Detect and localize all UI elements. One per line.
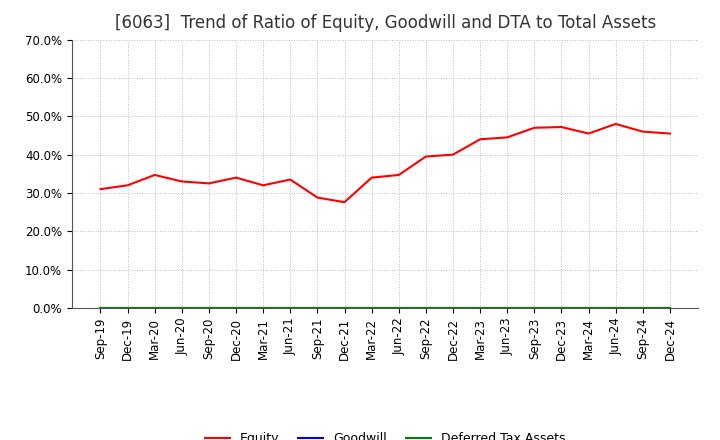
Equity [665, 131, 674, 136]
Goodwill [476, 305, 485, 311]
Equity [178, 179, 186, 184]
Deferred Tax Assets [341, 305, 349, 311]
Deferred Tax Assets [639, 305, 647, 311]
Equity [150, 172, 159, 178]
Goodwill [286, 305, 294, 311]
Equity [313, 195, 322, 200]
Equity [611, 121, 620, 127]
Goodwill [503, 305, 511, 311]
Equity [96, 187, 105, 192]
Goodwill [665, 305, 674, 311]
Deferred Tax Assets [232, 305, 240, 311]
Equity [449, 152, 457, 157]
Deferred Tax Assets [395, 305, 403, 311]
Goodwill [96, 305, 105, 311]
Goodwill [421, 305, 430, 311]
Equity [584, 131, 593, 136]
Equity [367, 175, 376, 180]
Goodwill [204, 305, 213, 311]
Goodwill [611, 305, 620, 311]
Equity [530, 125, 539, 130]
Equity [476, 137, 485, 142]
Deferred Tax Assets [557, 305, 566, 311]
Goodwill [395, 305, 403, 311]
Deferred Tax Assets [313, 305, 322, 311]
Goodwill [123, 305, 132, 311]
Deferred Tax Assets [476, 305, 485, 311]
Deferred Tax Assets [178, 305, 186, 311]
Title: [6063]  Trend of Ratio of Equity, Goodwill and DTA to Total Assets: [6063] Trend of Ratio of Equity, Goodwil… [114, 15, 656, 33]
Equity [395, 172, 403, 178]
Deferred Tax Assets [530, 305, 539, 311]
Goodwill [639, 305, 647, 311]
Deferred Tax Assets [286, 305, 294, 311]
Goodwill [584, 305, 593, 311]
Equity [557, 125, 566, 130]
Deferred Tax Assets [96, 305, 105, 311]
Equity [232, 175, 240, 180]
Deferred Tax Assets [367, 305, 376, 311]
Deferred Tax Assets [259, 305, 268, 311]
Goodwill [367, 305, 376, 311]
Deferred Tax Assets [503, 305, 511, 311]
Deferred Tax Assets [421, 305, 430, 311]
Equity [639, 129, 647, 134]
Deferred Tax Assets [150, 305, 159, 311]
Goodwill [313, 305, 322, 311]
Goodwill [557, 305, 566, 311]
Goodwill [530, 305, 539, 311]
Goodwill [178, 305, 186, 311]
Equity [123, 183, 132, 188]
Legend: Equity, Goodwill, Deferred Tax Assets: Equity, Goodwill, Deferred Tax Assets [200, 427, 570, 440]
Line: Equity: Equity [101, 124, 670, 202]
Goodwill [150, 305, 159, 311]
Goodwill [259, 305, 268, 311]
Equity [259, 183, 268, 188]
Deferred Tax Assets [123, 305, 132, 311]
Equity [421, 154, 430, 159]
Deferred Tax Assets [449, 305, 457, 311]
Goodwill [449, 305, 457, 311]
Goodwill [341, 305, 349, 311]
Equity [286, 177, 294, 182]
Equity [341, 199, 349, 205]
Equity [503, 135, 511, 140]
Equity [204, 181, 213, 186]
Deferred Tax Assets [204, 305, 213, 311]
Deferred Tax Assets [665, 305, 674, 311]
Deferred Tax Assets [584, 305, 593, 311]
Deferred Tax Assets [611, 305, 620, 311]
Goodwill [232, 305, 240, 311]
